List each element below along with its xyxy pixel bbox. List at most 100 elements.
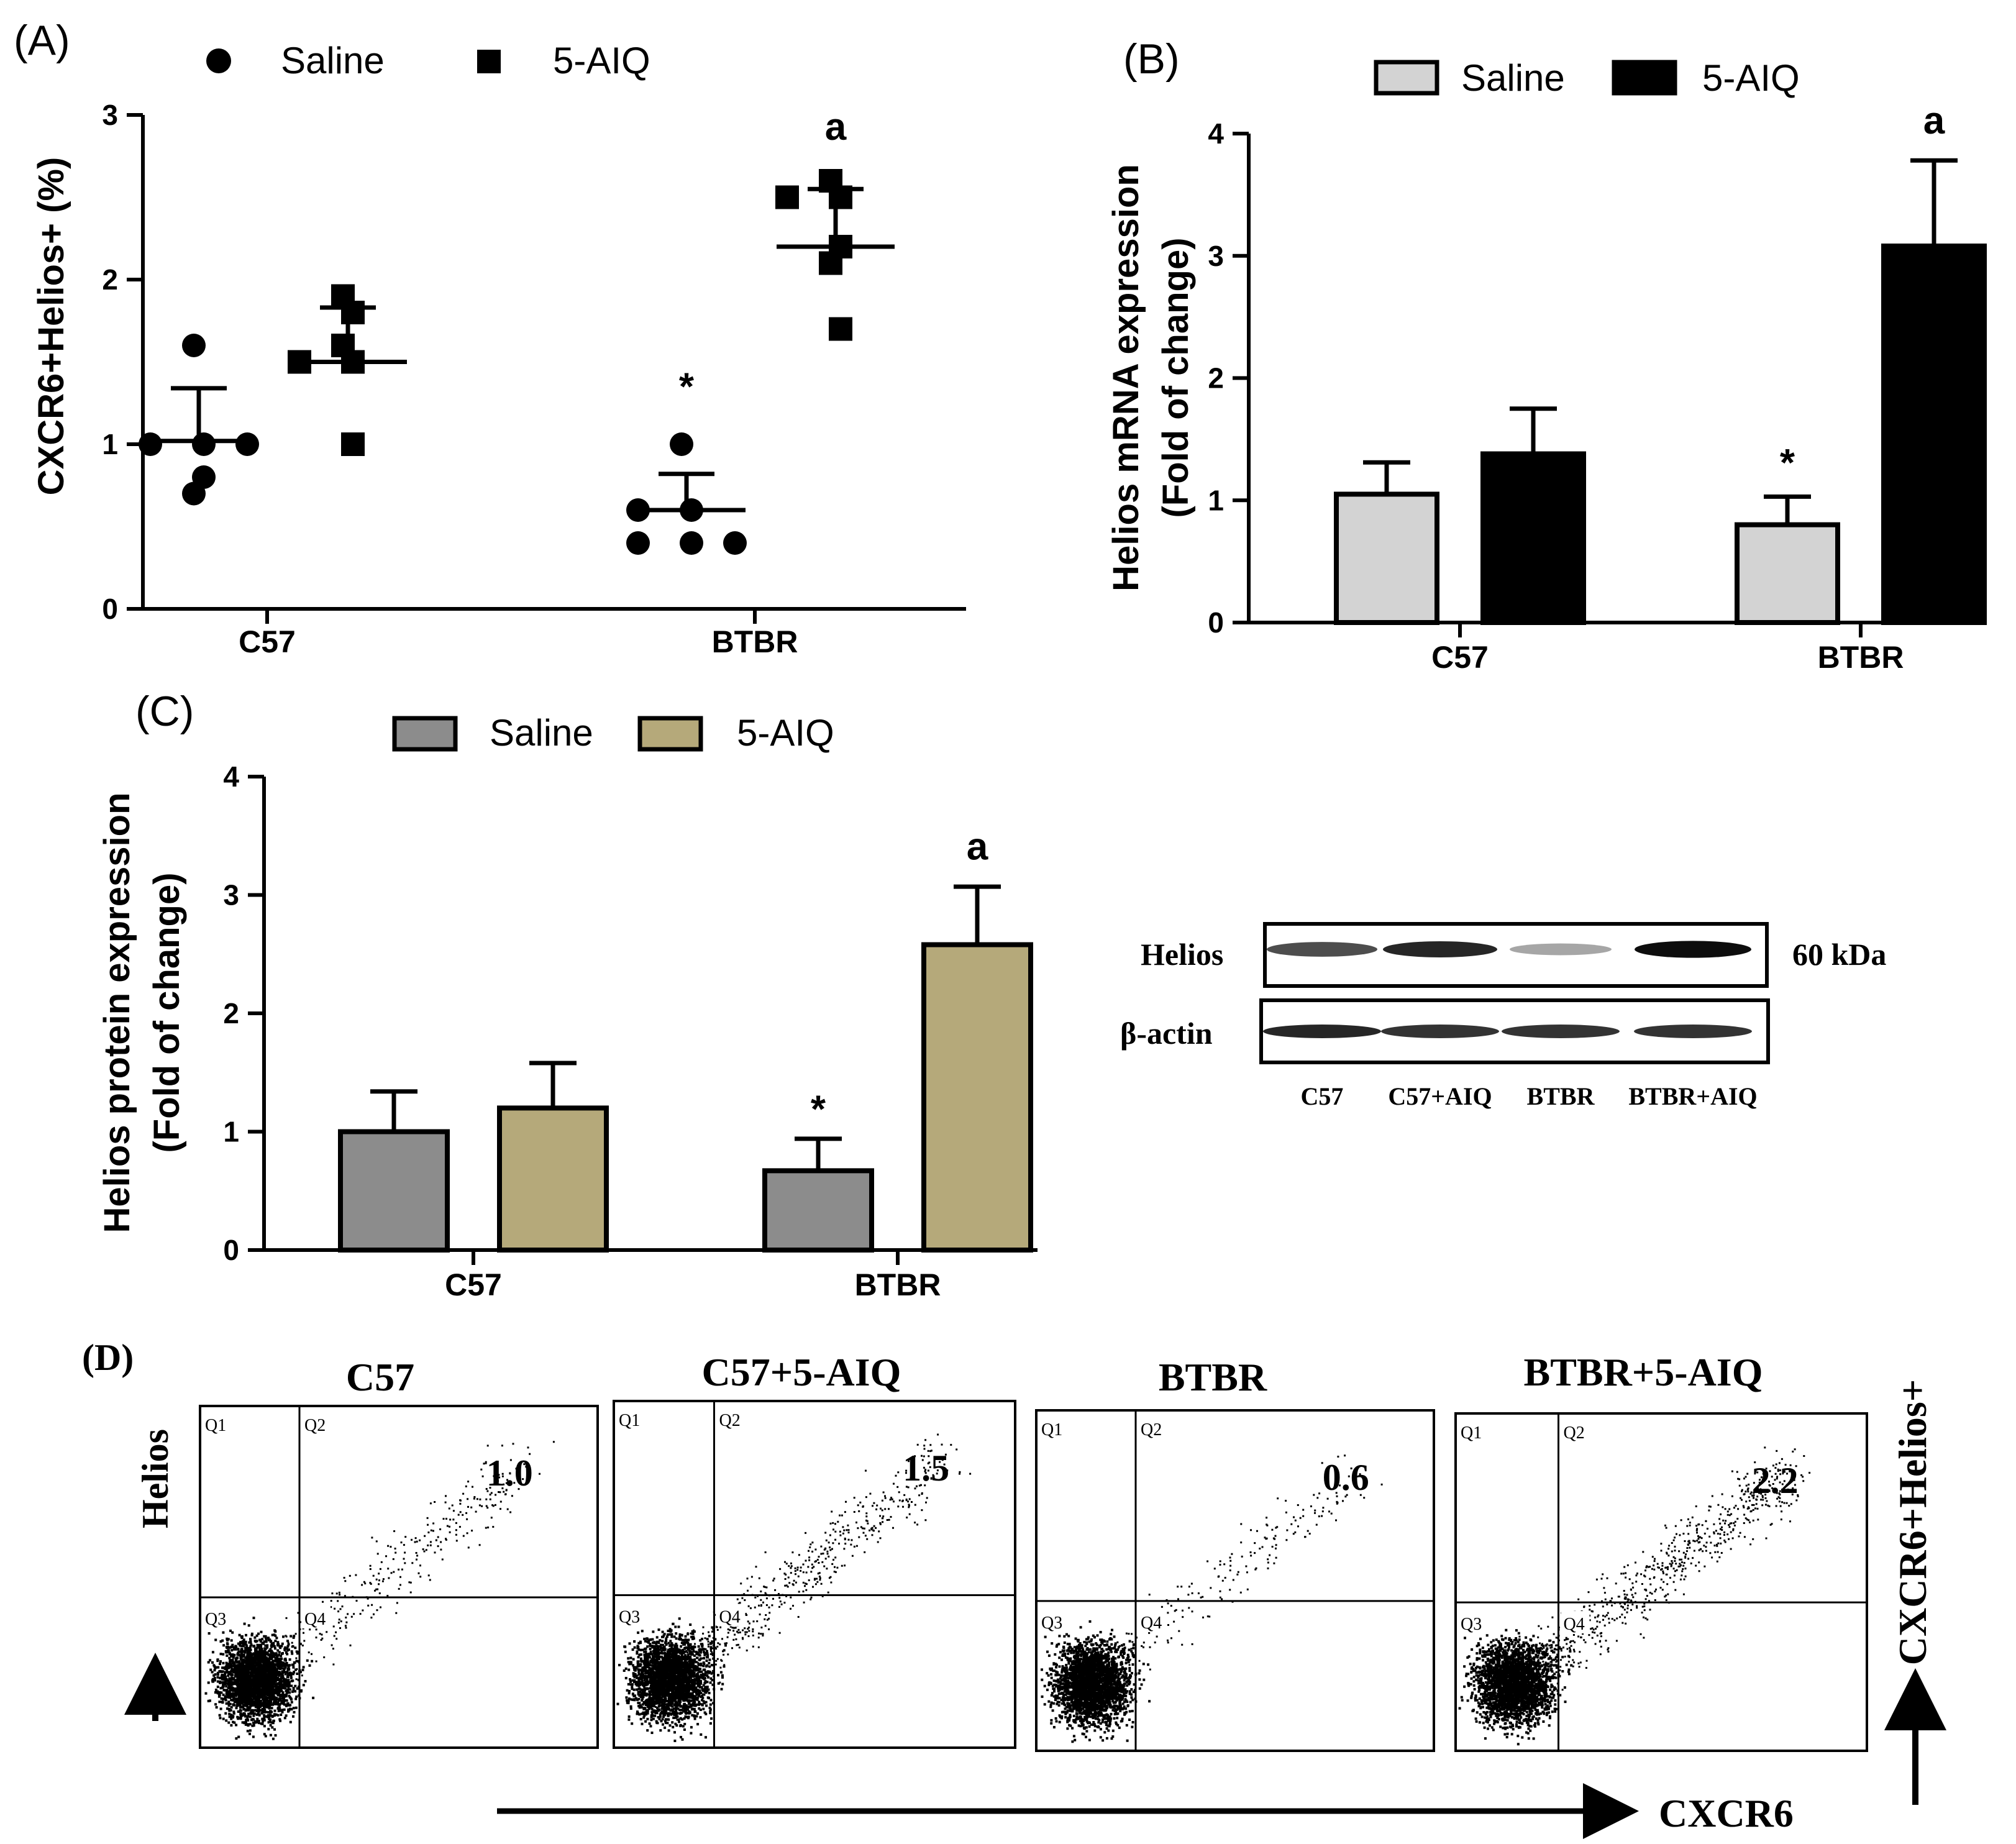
panel-b: (B) Saline 5-AIQ Helios mRNA expression …: [1106, 35, 1987, 675]
flow-plot-c57-quadrant-label-q1: Q1: [205, 1416, 226, 1435]
panel-a-5-aiq-btbr-point-5: [829, 317, 852, 341]
panel-c-label: (C): [135, 688, 194, 735]
panel-c-y-tick-label-0: 0: [223, 1234, 239, 1266]
flow-plot-btbr-5-aiq-value: 2.2: [1752, 1460, 1799, 1501]
blot-band-helios-btbr: [1510, 943, 1612, 956]
flow-plot-c57-quadrant-label-q2: Q2: [304, 1416, 326, 1435]
panel-c-bar-5-aiq-btbr: [921, 942, 1033, 1253]
flow-plot-c57-quadrant-label-q4: Q4: [304, 1610, 326, 1629]
panel-a-y-axis-title: CXCR6+Helios+ (%): [31, 157, 71, 496]
panel-a-legend-saline: Saline: [281, 40, 385, 81]
panel-a-axes: 0 1 2 3 C57 BTBR: [102, 99, 966, 659]
panel-c-y-axis-title-line2: (Fold of change): [147, 872, 187, 1152]
blot-row-label-beta-actin: β-actin: [1120, 1016, 1213, 1051]
flow-plot-c57: Q1 Q2 Q3 Q4 1.0: [199, 1405, 599, 1749]
panel-a-saline-btbr-point-5: [723, 531, 747, 555]
panel-c-y-axis-title-line1: Helios protein expression: [97, 792, 137, 1233]
panel-b-bar-saline-btbr: [1735, 522, 1840, 625]
panel-a-saline-c57-point-2: [139, 432, 162, 456]
panel-c-legend-5aiq: 5-AIQ: [737, 712, 834, 754]
panel-b-marks: *a: [1334, 99, 1987, 625]
panel-c-bar-saline-c57: [338, 1129, 450, 1253]
panel-a-5-aiq-c57-point-1: [341, 301, 365, 324]
blot-lane-label-btbr-aiq: BTBR+AIQ: [1628, 1082, 1757, 1110]
panel-a-y-tick-label-1: 1: [102, 428, 118, 460]
panel-a-saline-btbr-point-3: [680, 531, 703, 555]
blot-band-actin-c57: [1263, 1025, 1381, 1038]
panel-b-y-axis-title-line2: (Fold of change): [1156, 237, 1196, 518]
flow-plot-btbr-quadrant-label-q1: Q1: [1041, 1420, 1062, 1440]
panel-a-annotation-1: a: [825, 106, 847, 148]
panel-a-saline-btbr-point-0: [670, 432, 693, 456]
panel-b-x-tick-label-btbr: BTBR: [1818, 640, 1904, 675]
panel-c-legend-saline: Saline: [490, 712, 593, 754]
panel-c-y-tick-label-1: 1: [223, 1116, 239, 1148]
panel-c-marks: *a: [338, 825, 1033, 1253]
panel-b-x-tick-label-c57: C57: [1431, 640, 1489, 675]
panel-d-label: (D): [82, 1337, 134, 1378]
blot-band-helios-btbr-aiq: [1635, 941, 1751, 958]
panel-a-saline-c57-point-1: [192, 432, 216, 456]
flow-plot-c57-quadrant-label-bg-q4: [302, 1606, 331, 1628]
flow-plot-c57-quadrant-label-q3: Q3: [205, 1610, 226, 1629]
flow-title-c57-5aiq: C57+5-AIQ: [702, 1350, 901, 1394]
flow-plot-c57-quadrant-label-bg-q2: [302, 1412, 331, 1435]
panel-a-y-tick-label-0: 0: [102, 593, 118, 625]
panel-a-legend-circle-marker: [206, 48, 231, 73]
blot-band-actin-btbr: [1502, 1025, 1620, 1038]
panel-a-legend-square-marker: [477, 50, 501, 73]
panel-c-bar-saline-btbr: [762, 1168, 874, 1253]
flow-plot-btbr-quadrant-label-bg-q4: [1138, 1609, 1167, 1632]
blot-band-helios-c57: [1267, 942, 1377, 957]
flow-title-c57: C57: [346, 1355, 414, 1399]
flow-title-btbr: BTBR: [1159, 1355, 1267, 1399]
panel-c-y-tick-label-2: 2: [223, 997, 239, 1029]
flow-plot-c57-quadrant-label-bg-q3: [203, 1606, 231, 1628]
flow-title-btbr-5aiq: BTBR+5-AIQ: [1524, 1350, 1763, 1394]
blot-lane-label-c57-aiq: C57+AIQ: [1388, 1082, 1492, 1110]
panel-a-x-tick-label-c57: C57: [239, 624, 296, 659]
flow-plot-c57-5-aiq-quadrant-label-bg-q3: [616, 1604, 645, 1627]
flow-plot-c57-5-aiq-quadrant-label-bg-q1: [616, 1407, 645, 1430]
flow-plot-btbr-5-aiq: Q1 Q2 Q3 Q4 2.2: [1454, 1412, 1868, 1752]
panel-b-annotation-0: *: [1780, 442, 1795, 485]
flow-plot-btbr-quadrant-label-bg-q1: [1039, 1417, 1067, 1439]
panel-a: (A) Saline 5-AIQ CXCR6+Helios+ (%) 0 1 2 3 C…: [14, 17, 966, 659]
flow-plot-c57-value: 1.0: [486, 1453, 533, 1494]
blot-lane-label-btbr: BTBR: [1527, 1082, 1595, 1110]
panel-a-saline-btbr-point-4: [626, 531, 650, 555]
flow-plot-btbr-quadrant-label-q4: Q4: [1141, 1614, 1162, 1633]
flow-plot-btbr-quadrant-label-bg-q3: [1039, 1609, 1067, 1632]
panel-a-saline-c57-point-0: [182, 334, 206, 357]
blot-band-actin-btbr-aiq: [1634, 1025, 1752, 1038]
flow-plot-c57-quadrant-label-bg-q1: [203, 1412, 231, 1435]
flow-plot-btbr-5-aiq-quadrant-label-bg-q2: [1561, 1420, 1590, 1442]
panel-a-annotation-0: *: [679, 365, 695, 408]
panel-b-legend-saline-swatch: [1374, 60, 1439, 96]
panel-b-legend-saline: Saline: [1461, 57, 1565, 99]
flow-plot-c57-5-aiq-quadrant-label-q1: Q1: [619, 1411, 640, 1430]
blot-row-label-helios: Helios: [1141, 937, 1223, 972]
panel-c-legend-saline-swatch: [392, 716, 458, 752]
panel-b-y-tick-label-3: 3: [1208, 240, 1224, 272]
panel-a-label: (A): [14, 17, 70, 64]
panel-c: (C) Saline 5-AIQ Helios protein expressi…: [97, 688, 1038, 1302]
blot-bands: [1263, 941, 1752, 1038]
flow-plot-c57-5-aiq-value: 1.5: [903, 1448, 949, 1489]
panel-b-bar-5-aiq-btbr: [1881, 244, 1987, 625]
panel-c-x-tick-label-c57: C57: [445, 1267, 502, 1302]
panel-b-legend-5aiq: 5-AIQ: [1702, 57, 1800, 99]
flow-plot-btbr-5-aiq-quadrant-label-bg-q4: [1561, 1611, 1590, 1634]
flow-plot-btbr-5-aiq-quadrant-label-q3: Q3: [1461, 1615, 1482, 1634]
panel-a-y-tick-label-3: 3: [102, 99, 118, 131]
panel-c-bar-5-aiq-c57: [497, 1105, 609, 1253]
panel-b-y-tick-label-4: 4: [1208, 117, 1224, 150]
panel-a-legend-5aiq: 5-AIQ: [553, 40, 650, 81]
flow-plot-c57-5-aiq-quadrant-label-bg-q2: [716, 1407, 746, 1430]
flow-plot-btbr-5-aiq-events: [1458, 1446, 1811, 1746]
flow-plot-btbr-5-aiq-quadrant-label-bg-q3: [1458, 1611, 1487, 1634]
blot-band-actin-c57-aiq: [1381, 1025, 1499, 1038]
flow-plot-btbr-quadrant-label-bg-q2: [1138, 1417, 1167, 1439]
panel-a-5-aiq-btbr-point-4: [819, 251, 842, 275]
